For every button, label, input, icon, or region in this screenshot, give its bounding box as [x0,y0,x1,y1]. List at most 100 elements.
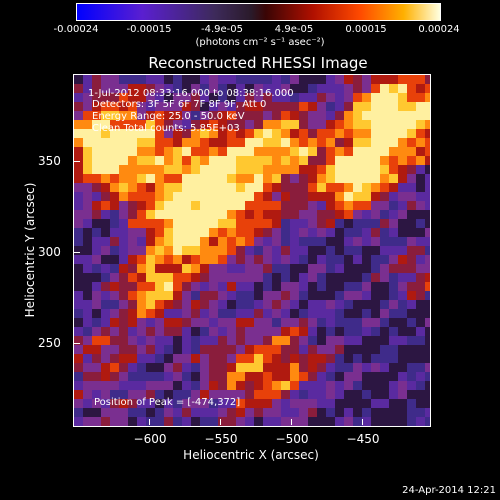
image-pixel [101,363,110,372]
image-pixel [200,228,209,237]
image-pixel [407,246,416,255]
image-pixel [326,156,335,165]
image-pixel [389,84,398,93]
image-pixel [92,255,101,264]
image-pixel [236,201,245,210]
image-pixel [362,408,371,417]
image-pixel [326,372,335,381]
image-pixel [101,174,110,183]
image-pixel [191,327,200,336]
image-pixel [389,246,398,255]
image-pixel [182,345,191,354]
image-pixel [173,399,182,408]
image-pixel [92,390,101,399]
image-pixel [191,165,200,174]
image-pixel [389,75,398,84]
image-pixel [182,300,191,309]
image-pixel [362,165,371,174]
image-pixel [146,282,155,291]
image-pixel [308,354,317,363]
image-pixel [218,93,227,102]
image-pixel [92,138,101,147]
image-pixel [389,237,398,246]
image-pixel [353,363,362,372]
image-pixel [155,183,164,192]
image-pixel [164,183,173,192]
image-pixel [416,183,425,192]
image-pixel [173,102,182,111]
image-pixel [245,192,254,201]
image-pixel [137,165,146,174]
image-pixel [218,165,227,174]
image-pixel [119,354,128,363]
image-pixel [335,372,344,381]
image-pixel [353,156,362,165]
image-pixel [173,345,182,354]
image-pixel [155,102,164,111]
image-pixel [263,192,272,201]
image-pixel [119,183,128,192]
image-pixel [371,282,380,291]
image-pixel [326,417,335,426]
image-pixel [272,147,281,156]
image-pixel [101,372,110,381]
image-pixel [407,93,416,102]
image-pixel [218,237,227,246]
image-pixel [146,318,155,327]
colorbar-tick-label: -4.9e-05 [201,24,243,35]
image-pixel [110,201,119,210]
image-pixel [236,147,245,156]
image-pixel [371,201,380,210]
image-pixel [317,354,326,363]
image-pixel [317,102,326,111]
image-pixel [200,120,209,129]
image-pixel [353,282,362,291]
image-pixel [371,219,380,228]
image-pixel [425,147,430,156]
colorbar-tick-label: -0.00024 [53,24,99,35]
image-pixel [281,372,290,381]
image-pixel [272,120,281,129]
image-pixel [362,246,371,255]
image-pixel [101,165,110,174]
image-pixel [380,183,389,192]
image-pixel [101,228,110,237]
image-pixel [362,345,371,354]
image-pixel [263,327,272,336]
image-pixel [227,84,236,93]
image-pixel [335,354,344,363]
image-pixel [119,390,128,399]
image-pixel [92,120,101,129]
image-pixel [245,246,254,255]
image-pixel [155,84,164,93]
image-pixel [164,318,173,327]
image-pixel [380,390,389,399]
image-pixel [110,210,119,219]
image-pixel [299,102,308,111]
image-pixel [344,120,353,129]
image-pixel [218,138,227,147]
image-pixel [83,381,92,390]
timestamp: 24-Apr-2014 12:21 [402,485,496,496]
image-pixel [299,111,308,120]
image-pixel [416,300,425,309]
image-pixel [389,318,398,327]
image-pixel [371,183,380,192]
image-pixel [164,291,173,300]
image-pixel [326,282,335,291]
image-pixel [191,228,200,237]
image-pixel [119,309,128,318]
image-pixel [326,381,335,390]
image-pixel [236,210,245,219]
image-pixel [155,399,164,408]
image-pixel [362,237,371,246]
image-pixel [92,210,101,219]
image-pixel [218,291,227,300]
image-pixel [128,237,137,246]
image-pixel [281,363,290,372]
colorbar [76,3,441,21]
image-pixel [209,300,218,309]
image-pixel [326,183,335,192]
image-pixel [389,111,398,120]
image-pixel [290,300,299,309]
